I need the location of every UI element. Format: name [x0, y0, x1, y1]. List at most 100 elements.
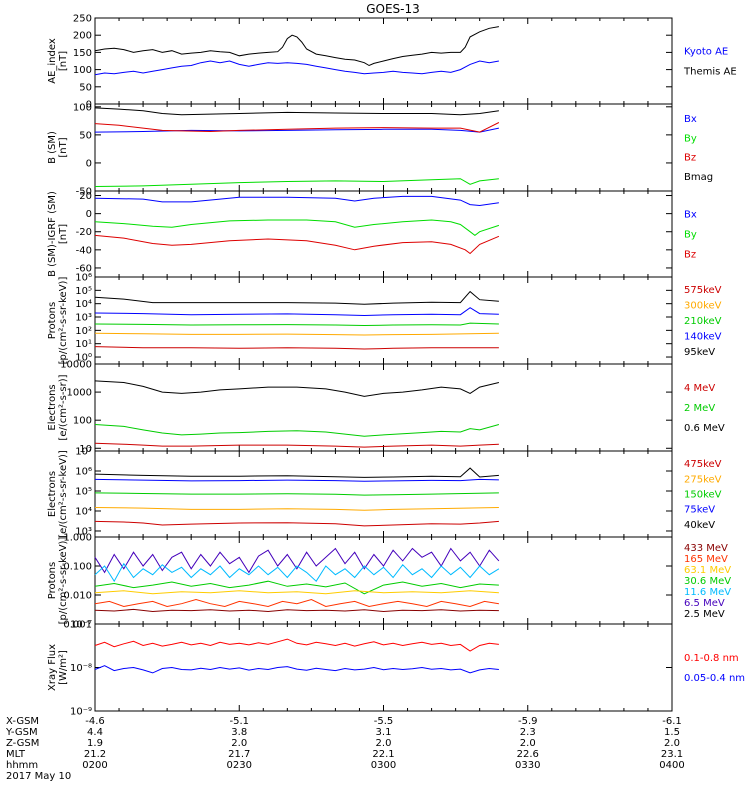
y-tick-label: -20: [76, 227, 92, 238]
series-line: [94, 442, 499, 448]
footer-row-label: X-GSM: [6, 716, 39, 727]
y-tick-label: 10⁵: [75, 286, 92, 297]
footer-value: 4.4: [87, 727, 103, 738]
chart-title: GOES-13: [366, 2, 420, 16]
footer-value: 22.1: [372, 749, 394, 760]
series-line: [94, 638, 499, 652]
legend-label: Bx: [684, 210, 697, 221]
series-line: [94, 26, 499, 67]
y-tick-label: 10: [79, 444, 92, 455]
series-line: [94, 507, 499, 511]
series-line: [94, 107, 499, 116]
y-tick-label: 0: [86, 209, 92, 220]
legend-label: 575keV: [684, 285, 722, 296]
legend-label: By: [684, 230, 697, 241]
footer-row-label: MLT: [6, 749, 26, 760]
y-axis-label: AE_index[nT]: [47, 38, 69, 84]
footer-value: 2.3: [520, 727, 536, 738]
series-line: [94, 219, 500, 237]
footer-value: -5.9: [518, 716, 538, 727]
y-tick-label: 10⁻⁷: [70, 620, 92, 631]
y-tick-label: 50: [79, 82, 92, 93]
footer-value: 1.5: [664, 727, 680, 738]
footer-value: 0400: [659, 760, 684, 771]
y-tick-label: 1000: [67, 388, 92, 399]
legend-label: 2 MeV: [684, 403, 715, 414]
footer-value: -5.5: [374, 716, 394, 727]
series-line: [94, 520, 499, 527]
series-line: [94, 598, 499, 608]
y-tick-label: 100: [73, 102, 92, 113]
legend-label: 40keV: [684, 520, 715, 531]
legend-label: 0.05-0.4 nm: [684, 673, 745, 684]
footer-value: 2.0: [231, 738, 247, 749]
y-tick-label: 150: [73, 48, 92, 59]
legend-label: Bx: [684, 114, 697, 125]
footer-value: 3.1: [376, 727, 392, 738]
y-tick-label: 0: [86, 100, 92, 111]
y-tick-label: 10³: [75, 526, 92, 537]
panel-frame-5: [94, 363, 673, 452]
y-tick-label: 1.000: [63, 533, 92, 544]
y-tick-label: 200: [73, 31, 92, 42]
panel-frame-7: [94, 536, 673, 625]
y-tick-label: 100: [73, 65, 92, 76]
series-line: [94, 178, 499, 187]
footer-row-label: Z-GSM: [6, 738, 39, 749]
legend-label: 6.5 MeV: [684, 598, 725, 609]
footer-value: 2.0: [664, 738, 680, 749]
footer-value: -4.6: [85, 716, 105, 727]
legend-label: 30.6 MeV: [684, 576, 731, 587]
legend-label: 165 MeV: [684, 554, 728, 565]
legend-label: Bz: [684, 153, 696, 164]
legend-label: Bmag: [684, 172, 713, 183]
y-tick-label: 0.001: [63, 620, 92, 631]
footer-row-label: hhmm: [6, 760, 38, 771]
y-tick-label: 10⁵: [75, 486, 92, 497]
series-line: [94, 290, 499, 305]
y-tick-label: 50: [79, 130, 92, 141]
legend-label: 0.6 MeV: [684, 423, 725, 434]
legend-label: 95keV: [684, 347, 715, 358]
series-line: [94, 195, 499, 207]
panel-frame-8: [94, 623, 673, 712]
footer-value: 3.8: [231, 727, 247, 738]
panel-frame-4: [94, 276, 673, 365]
y-tick-label: 10⁻⁸: [70, 663, 92, 674]
legend-label: By: [684, 133, 697, 144]
y-axis-label: Protons[p/(cm²-s-sr-keV)]: [47, 537, 69, 625]
y-tick-label: 10000: [60, 360, 92, 371]
series-line: [94, 424, 500, 437]
footer-value: 22.6: [517, 749, 539, 760]
legend-label: 0.1-0.8 nm: [684, 653, 739, 664]
series-line: [94, 332, 499, 336]
y-axis-label: Electrons[e/(cm²-s-sr-keV)]: [47, 450, 69, 538]
series-line: [94, 60, 499, 76]
series-line: [94, 590, 499, 595]
y-axis-label: Protons[p/(cm²-s-sr-keV)]: [47, 277, 69, 365]
y-tick-label: 10⁷: [75, 447, 92, 458]
legend-label: 140keV: [684, 331, 722, 342]
legend-label: 433 MeV: [684, 543, 728, 554]
footer-value: -5.1: [229, 716, 249, 727]
y-tick-label: 10³: [75, 313, 92, 324]
y-tick-label: 20: [79, 191, 92, 202]
y-tick-label: 10⁻⁹: [70, 707, 92, 718]
series-line: [94, 467, 499, 478]
legend-label: 2.5 MeV: [684, 609, 725, 620]
y-tick-label: 250: [73, 14, 92, 25]
footer-row-label: 2017 May 10: [6, 771, 71, 782]
y-axis-label: B (SM)[nT]: [47, 131, 69, 164]
legend-label: 275keV: [684, 474, 722, 485]
legend-label: 475keV: [684, 459, 722, 470]
footer-value: 0200: [82, 760, 107, 771]
footer-value: 23.1: [661, 749, 683, 760]
y-tick-label: 100: [73, 416, 92, 427]
y-tick-label: -50: [76, 187, 92, 198]
footer-value: 21.2: [84, 749, 106, 760]
footer-value: 0330: [515, 760, 540, 771]
y-tick-label: -40: [76, 245, 92, 256]
footer-value: 1.9: [87, 738, 103, 749]
